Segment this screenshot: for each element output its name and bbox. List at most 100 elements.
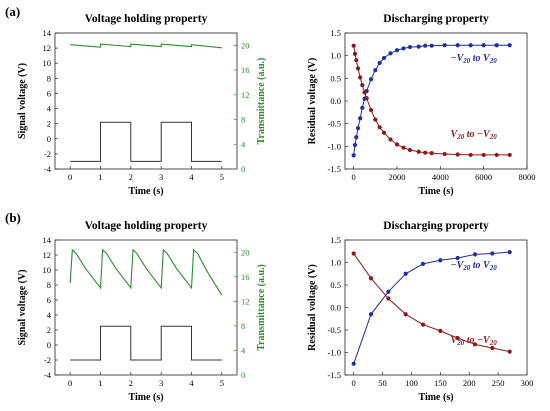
y2-tick-label: 4: [241, 345, 246, 355]
data-point: [394, 142, 400, 147]
signal-voltage-line: [70, 325, 222, 361]
x-tick-label: 2000: [389, 172, 406, 182]
data-point: [455, 336, 460, 341]
y-tick-label: 6: [47, 295, 51, 305]
plot-frame: [344, 32, 528, 170]
panel-label-a: (a): [5, 4, 20, 19]
series-1: [70, 121, 222, 162]
data-point: [355, 126, 361, 131]
data-point: [438, 328, 443, 333]
x-tick-label: 0: [352, 378, 356, 388]
y-tick-label: -1.0: [328, 141, 341, 151]
data-point: [388, 137, 393, 142]
y-tick-label: 6: [47, 88, 51, 98]
y-tick-label: 0.5: [330, 280, 341, 290]
y-tick-label: 2: [47, 119, 51, 129]
y-tick-label: 0: [47, 340, 51, 350]
y2-tick-label: 16: [241, 65, 250, 75]
data-point: [362, 90, 367, 95]
y-tick-label: -1.0: [328, 348, 341, 358]
y-tick-label: 0.5: [330, 73, 341, 83]
x-axis-label: Time (s): [418, 392, 453, 403]
y-axis-label: Signal voltage (V): [17, 269, 28, 345]
x-tick-label: 4000: [432, 172, 449, 182]
label-text: to −V: [464, 335, 491, 346]
x-tick-label: 300: [521, 378, 534, 388]
data-point: [442, 43, 447, 48]
x-tick-label: 5: [220, 172, 224, 182]
y-tick-label: 0: [47, 134, 51, 144]
x-tick-label: 200: [463, 378, 476, 388]
y-axis-label: Residual voltage (V): [307, 264, 318, 351]
y-tick-label: -1.5: [328, 164, 341, 174]
data-point: [351, 43, 356, 48]
data-point: [472, 252, 478, 257]
series-2: V20 to −V20: [351, 43, 512, 158]
data-point: [355, 66, 361, 71]
data-point: [373, 117, 378, 122]
data-point: [401, 46, 406, 51]
data-point: [368, 312, 374, 317]
x-tick-label: 0: [68, 378, 72, 388]
data-point: [472, 342, 478, 347]
data-point: [442, 151, 447, 157]
x-tick-label: 6000: [475, 172, 492, 182]
series-1: −V20 to V20: [351, 250, 512, 366]
y-tick-label: 10: [43, 58, 52, 68]
data-point: [352, 51, 358, 56]
data-point: [381, 55, 387, 61]
series-2: [70, 43, 222, 49]
plot-frame: [54, 32, 238, 170]
x-tick-label: 100: [405, 378, 418, 388]
label-text: −V: [451, 260, 465, 271]
label-text: V: [451, 335, 459, 346]
x-tick-label: 2: [129, 378, 133, 388]
label-subscript: 20: [456, 339, 465, 347]
data-point: [507, 250, 512, 255]
series-2: [69, 248, 223, 296]
data-point: [364, 96, 369, 101]
data-point: [507, 43, 512, 48]
x-tick-label: 0: [68, 172, 72, 182]
y-tick-label: -1.5: [328, 370, 341, 380]
y-tick-label: -4: [44, 370, 52, 380]
data-point: [481, 152, 486, 158]
plot-frame: [344, 239, 528, 376]
x-tick-label: 5: [220, 378, 224, 388]
data-point: [377, 125, 382, 130]
x-tick-label: 50: [378, 378, 387, 388]
data-point: [403, 312, 408, 317]
data-point: [490, 345, 495, 351]
y-tick-label: 1.5: [330, 235, 341, 245]
data-point: [352, 142, 358, 148]
y-tick-label: -2: [44, 355, 51, 365]
y-tick-label: 2: [47, 325, 51, 335]
y2-tick-label: 0: [241, 370, 245, 380]
data-point: [507, 349, 512, 354]
data-point: [407, 44, 413, 50]
data-point: [360, 105, 365, 110]
y-tick-label: 8: [47, 73, 51, 83]
label-text: to V: [470, 260, 491, 271]
chart-4: Discharging property 0 50 100 150 200 250 300 -1…: [307, 220, 533, 403]
y2-tick-label: 0: [241, 164, 245, 174]
data-point: [438, 258, 443, 263]
data-point: [416, 149, 421, 154]
y-tick-label: 4: [47, 310, 52, 320]
x-axis-label: Time (s): [128, 186, 163, 197]
y-tick-label: 1.5: [330, 28, 341, 38]
y-tick-label: 10: [43, 265, 52, 275]
x-tick-label: 150: [434, 378, 447, 388]
y-tick-label: 12: [43, 43, 52, 53]
data-point: [351, 251, 356, 256]
y2-tick-label: 20: [241, 247, 250, 257]
y-tick-label: -2: [44, 149, 51, 159]
data-point: [494, 43, 499, 48]
y2-axis-label: Transmittance (a.u.): [256, 58, 267, 145]
y2-tick-label: 20: [241, 40, 250, 50]
x-axis-label: Time (s): [128, 392, 163, 403]
series-label: V20 to −V20: [451, 129, 498, 141]
x-tick-label: 8000: [519, 172, 536, 182]
